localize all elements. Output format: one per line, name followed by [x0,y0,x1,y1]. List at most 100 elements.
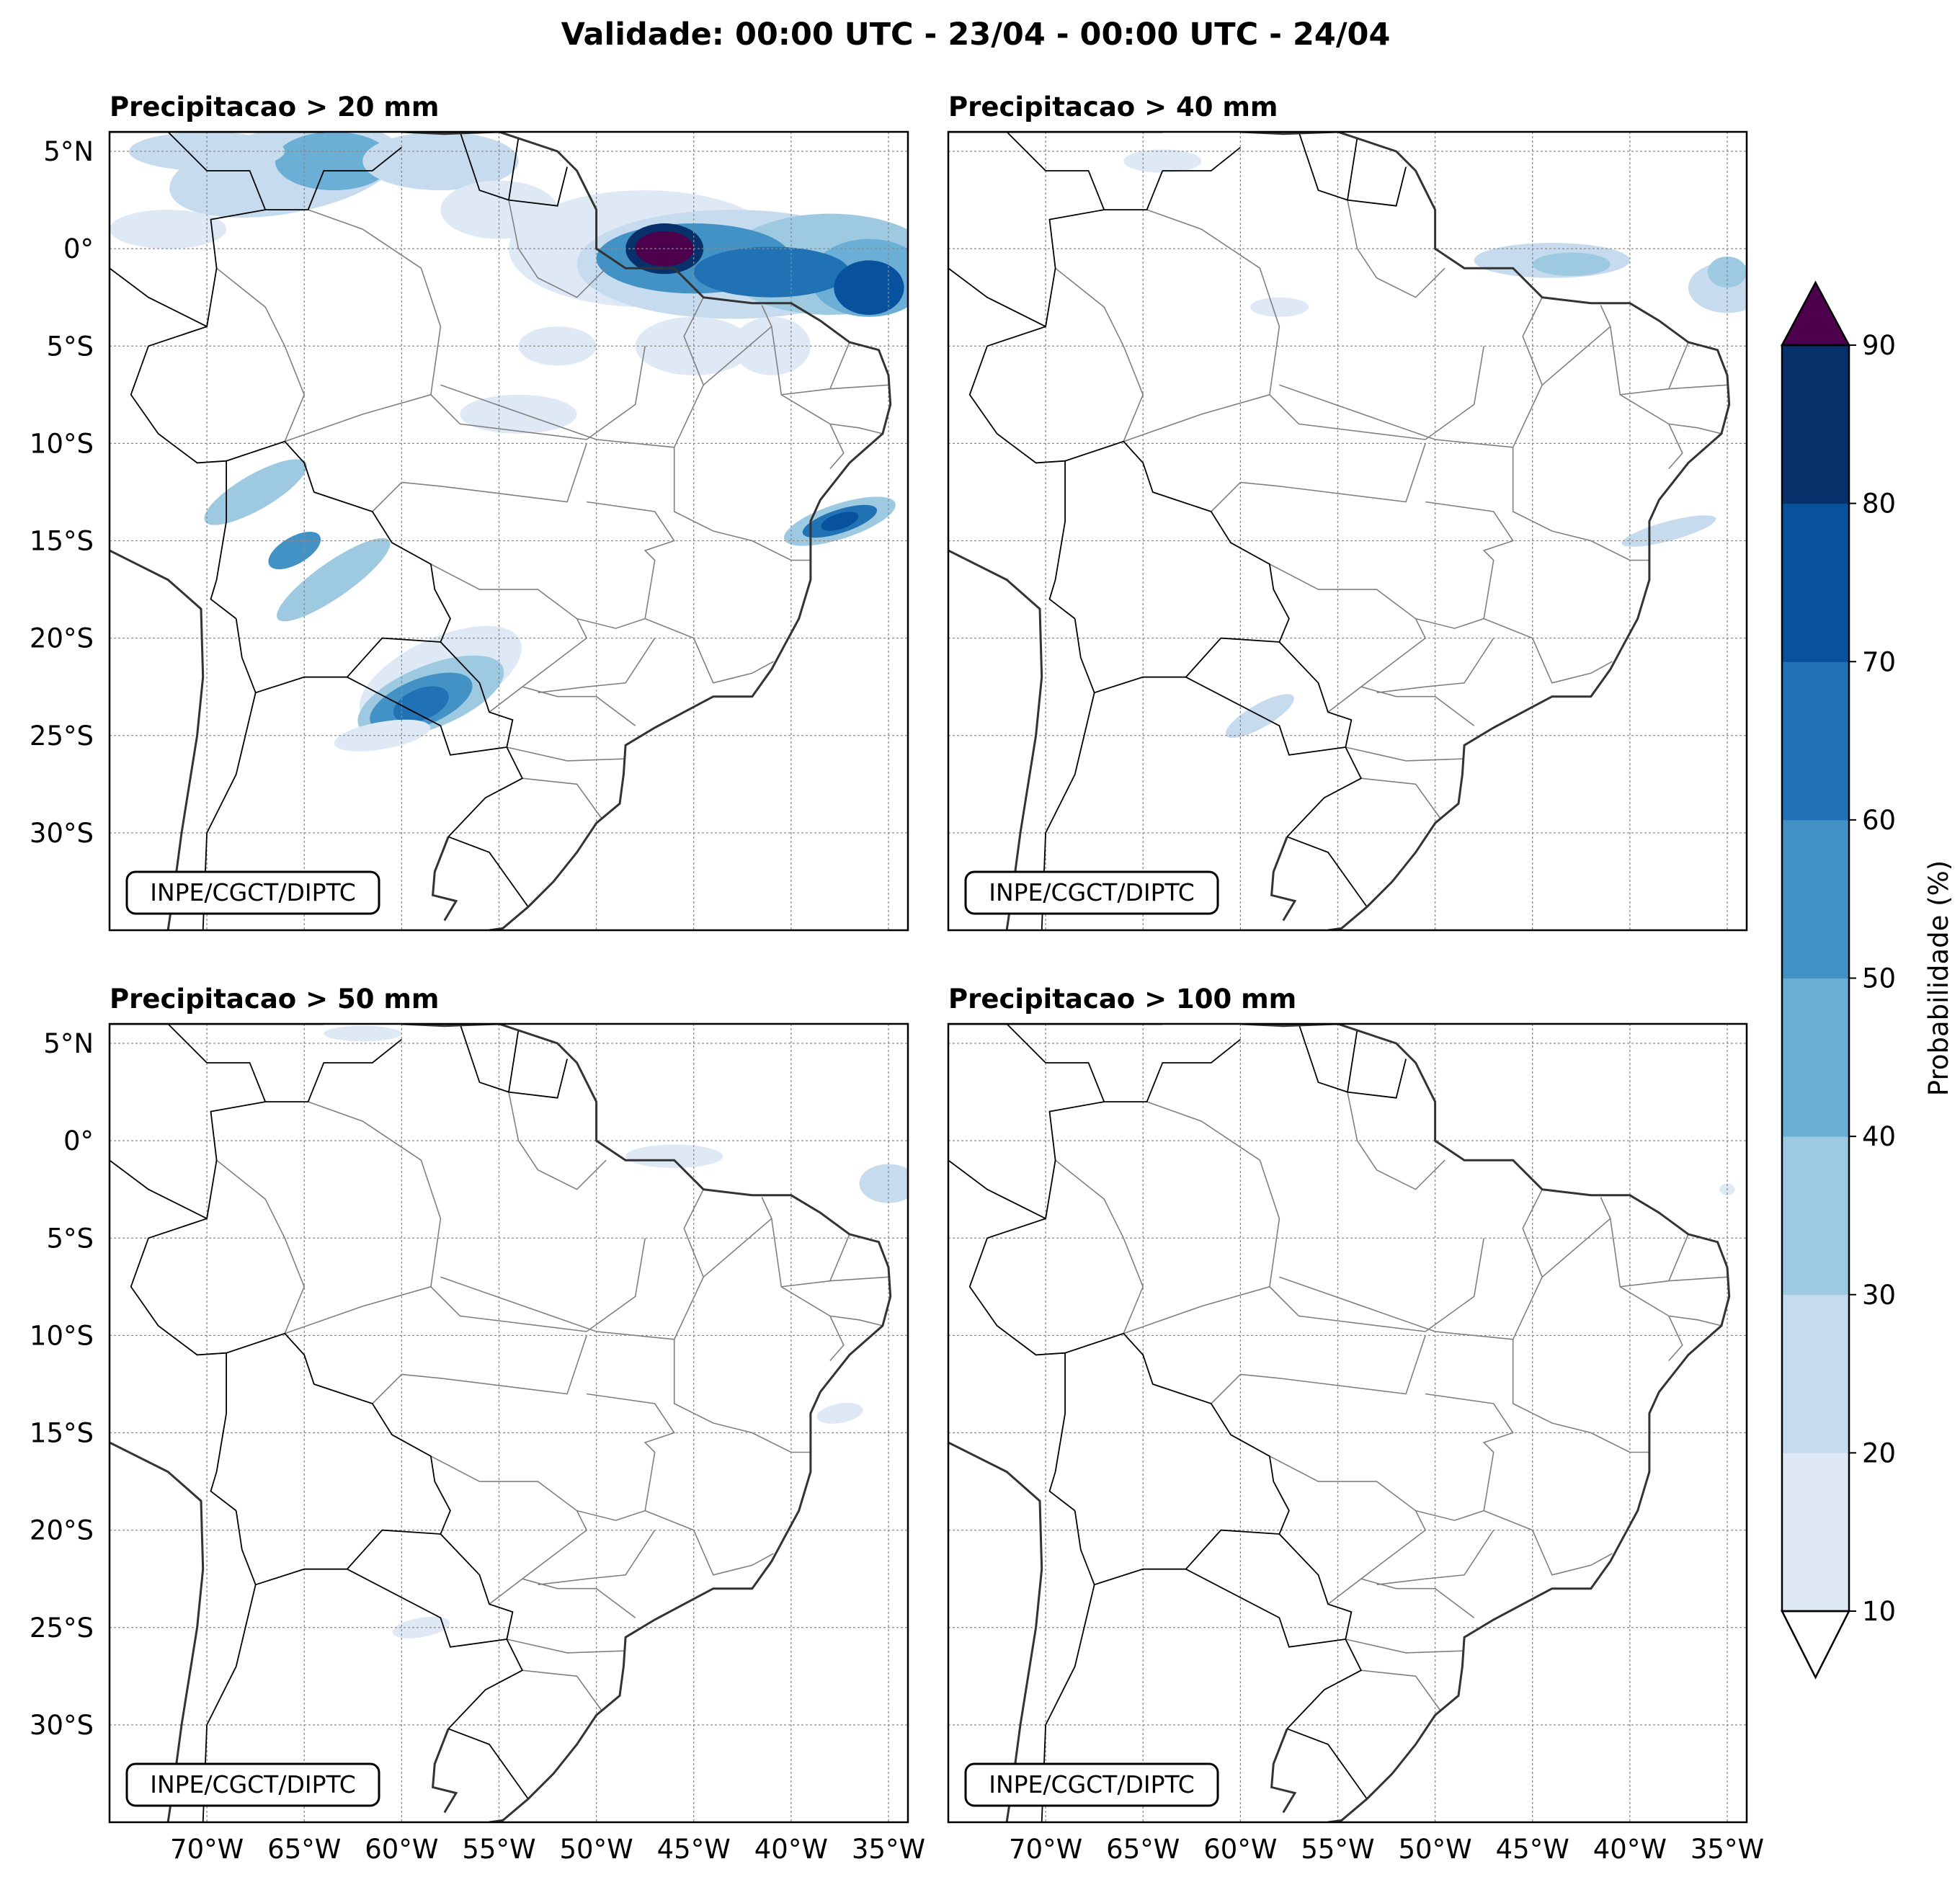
state-border [829,384,889,390]
state-border [1360,686,1475,726]
state-borders [216,1092,889,1712]
state-border [216,267,306,442]
state-border [1360,1578,1475,1618]
state-border [829,424,845,470]
probability-area [1621,515,1716,547]
lat-tick-label: 30°S [30,1710,94,1741]
country-border [1298,132,1348,201]
state-border [586,1238,646,1332]
state-border [522,1578,636,1618]
state-border [673,1339,811,1453]
country-border [1006,1024,1105,1102]
coastline [1270,836,1297,922]
state-border [780,394,883,434]
map-panel-1: Precipitacao > 20 mm INPE/CGCT/DIPTC 5°N 0°… [30,92,909,932]
state-border [1345,746,1463,762]
state-border [508,200,607,298]
state-border [1360,777,1442,820]
state-border [1668,1316,1683,1362]
map-frame [108,130,909,932]
map-background [948,132,1747,930]
state-border [644,618,774,684]
state-border [1211,1335,1426,1404]
lon-tick-label: 55°W [1301,1834,1374,1865]
coastline [1240,132,1731,930]
lat-tick-label: 30°S [30,818,94,849]
state-border [1512,1339,1649,1453]
coastline [401,132,892,930]
state-border [538,638,656,694]
lat-tick-label: 0° [63,1125,94,1156]
lat-tick-label: 5°N [43,1028,94,1059]
state-border [1211,443,1426,512]
country-border [1286,836,1368,908]
country-border [210,460,237,620]
credit-box [964,870,1219,915]
country-border [948,267,1046,328]
country-border [110,1159,208,1220]
map-frame [947,1022,1748,1824]
probability-area [518,326,597,366]
colorbar-tick-label: 40 [1862,1121,1896,1152]
country-border [347,1568,507,1648]
state-border [440,384,674,448]
state-border [308,1101,442,1287]
lon-tick-label: 50°W [560,1834,633,1865]
coastline [1270,1728,1297,1814]
lat-tick-label: 5°S [46,331,94,362]
credit-label: INPE/CGCT/DIPTC [150,878,356,906]
lon-tick-label: 70°W [170,1834,244,1865]
lon-tick-label: 35°W [1690,1834,1764,1865]
lon-tick-label: 65°W [1106,1834,1180,1865]
country-border [130,146,524,837]
country-border [447,1728,529,1800]
colorbar-under-triangle [1780,1610,1851,1680]
lon-tick-label: 65°W [267,1834,341,1865]
country-border [235,618,441,694]
figure-title: Validade: 00:00 UTC - 23/04 - 00:00 UTC … [561,17,1391,53]
coastline [401,1024,892,1822]
probability-area [110,210,227,249]
credit-box [125,1762,380,1807]
country-border [167,1024,267,1102]
lat-tick-label: 10°S [30,428,94,459]
state-border [522,777,603,820]
state-border [1610,326,1689,396]
state-border [1668,384,1728,390]
country-border [507,1029,568,1099]
probability-area [277,538,391,622]
panel-title: Precipitacao > 50 mm [110,984,439,1015]
probability-area [129,132,285,171]
state-border [1668,424,1683,470]
state-border [1347,1092,1446,1190]
colorbar-tick-label: 50 [1862,963,1896,994]
credit-label: INPE/CGCT/DIPTC [989,1770,1195,1798]
probability-area [834,260,904,316]
colorbar-segment [1782,1294,1849,1453]
colorbar-tick-label: 80 [1862,489,1896,520]
map-panel-3: Precipitacao > 50 mm INPE/CGCT/DIPTC 5°N 0°… [30,984,925,1865]
colorbar-tick-label: 30 [1862,1280,1896,1311]
country-border [1298,1024,1348,1093]
map-background [948,1024,1747,1822]
probability-area [204,459,307,525]
colorbar-segment [1782,819,1849,978]
colorbar-segment [1782,345,1849,504]
country-border [1185,676,1346,756]
state-border [1668,1276,1728,1282]
lon-tick-label: 40°W [754,1834,828,1865]
state-border [1376,638,1494,694]
country-border [1048,1352,1076,1512]
state-borders [1055,200,1728,820]
country-borders [948,132,1407,930]
state-border [644,1510,774,1576]
lon-tick-label: 45°W [657,1834,731,1865]
probability-area [1250,297,1309,317]
map-frame [108,1022,909,1824]
credit-label: INPE/CGCT/DIPTC [150,1770,356,1798]
state-border [1055,1159,1144,1334]
colorbar-segment [1782,503,1849,662]
country-border [1048,460,1076,620]
state-border [1425,346,1484,440]
lon-tick-label: 40°W [1593,1834,1667,1865]
